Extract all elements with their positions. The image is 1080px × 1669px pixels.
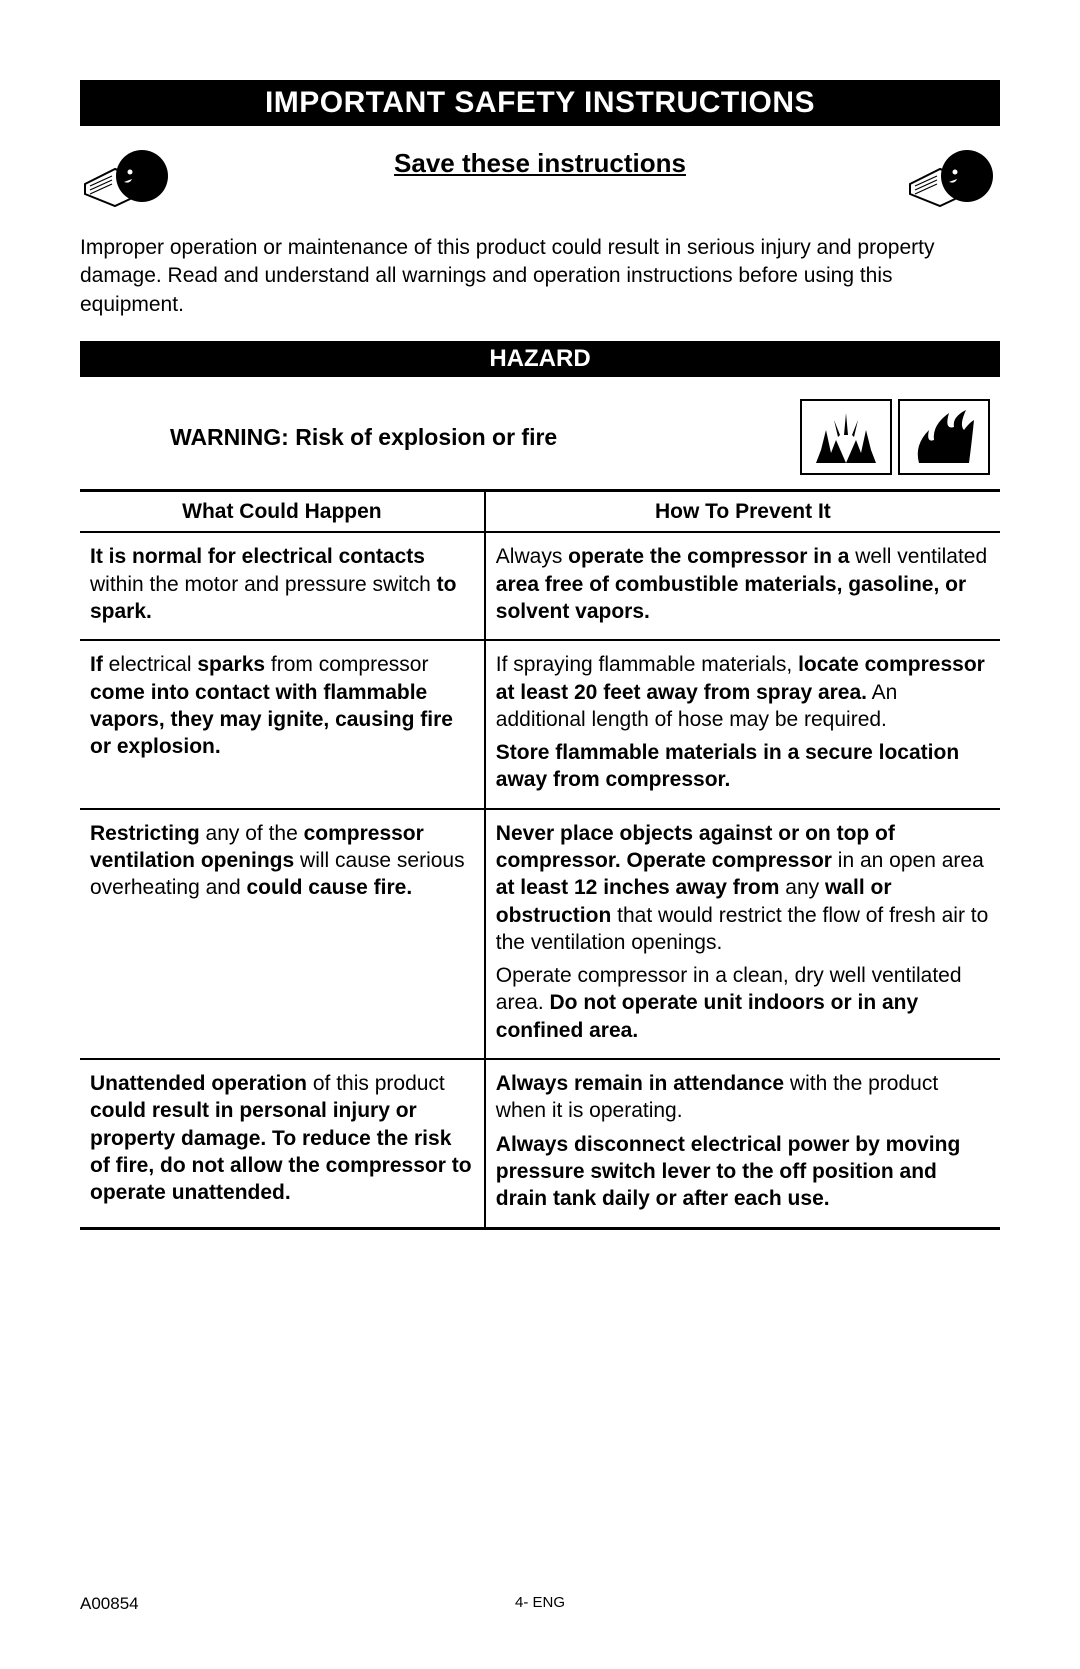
col2-header: How To Prevent It [485,491,1000,533]
warning-heading-row: WARNING: Risk of explosion or fire [80,399,1000,475]
warning-heading: WARNING: Risk of explosion or fire [90,424,800,451]
table-row: Unattended operation of this product cou… [80,1059,1000,1228]
what-could-happen-cell: Restricting any of the compressor ventil… [80,809,485,1059]
footer-page-number: 4- ENG [80,1594,1000,1611]
what-could-happen-cell: Unattended operation of this product cou… [80,1059,485,1228]
page-footer: A00854 4- ENG [80,1594,1000,1614]
hazard-table: What Could Happen How To Prevent It It i… [80,489,1000,1230]
what-could-happen-cell: If electrical sparks from compressor com… [80,640,485,808]
what-could-happen-cell: It is normal for electrical contacts wit… [80,532,485,640]
intro-paragraph: Improper operation or maintenance of thi… [80,234,1000,319]
subtitle: Save these instructions [175,144,905,179]
how-to-prevent-cell: Always remain in attendance with the pro… [485,1059,1000,1228]
explosion-icon [800,399,892,475]
table-row: It is normal for electrical contacts wit… [80,532,1000,640]
table-row: Restricting any of the compressor ventil… [80,809,1000,1059]
fire-icon [898,399,990,475]
how-to-prevent-cell: If spraying flammable materials, locate … [485,640,1000,808]
subtitle-row: Save these instructions [80,144,1000,214]
how-to-prevent-cell: Always operate the compressor in a well … [485,532,1000,640]
hazard-bar: HAZARD [80,341,1000,377]
manual-reader-icon-left [80,144,175,214]
manual-reader-icon-right [905,144,1000,214]
how-to-prevent-cell: Never place objects against or on top of… [485,809,1000,1059]
title-bar: IMPORTANT SAFETY INSTRUCTIONS [80,80,1000,126]
hazard-table-body: It is normal for electrical contacts wit… [80,532,1000,1228]
col1-header: What Could Happen [80,491,485,533]
table-row: If electrical sparks from compressor com… [80,640,1000,808]
